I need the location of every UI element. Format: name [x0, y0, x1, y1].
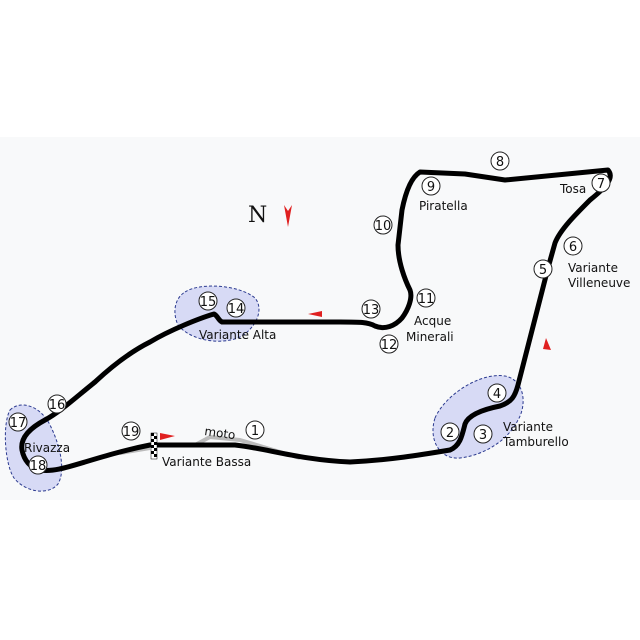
corner-9: 9 — [421, 176, 441, 196]
corner-14: 14 — [226, 298, 246, 318]
corner-5: 5 — [533, 259, 553, 279]
svg-text:15: 15 — [200, 295, 217, 310]
corner-6: 6 — [563, 236, 583, 256]
corner-4: 4 — [487, 383, 507, 403]
direction-arrow-villeneuve — [543, 338, 551, 350]
svg-text:18: 18 — [30, 459, 47, 474]
svg-text:17: 17 — [10, 416, 27, 431]
label-tosa: Tosa — [559, 182, 586, 196]
svg-text:13: 13 — [363, 303, 380, 318]
svg-text:7: 7 — [597, 177, 605, 192]
svg-text:14: 14 — [228, 302, 245, 317]
corner-7: 7 — [591, 173, 611, 193]
corner-11: 11 — [416, 288, 436, 308]
svg-text:19: 19 — [123, 425, 140, 440]
label-moto: moto — [204, 424, 237, 442]
direction-arrow-start — [160, 433, 175, 440]
corner-13: 13 — [361, 299, 381, 319]
svg-text:1: 1 — [251, 424, 259, 439]
corner-10: 10 — [373, 215, 393, 235]
corner-17: 17 — [8, 412, 28, 432]
svg-text:11: 11 — [418, 292, 435, 307]
label-variante-alta: Variante Alta — [199, 328, 276, 342]
corner-12: 12 — [379, 334, 399, 354]
svg-text:8: 8 — [496, 155, 504, 170]
svg-text:12: 12 — [381, 338, 398, 353]
svg-text:4: 4 — [493, 387, 501, 402]
corner-3: 3 — [473, 424, 493, 444]
label-piratella: Piratella — [419, 199, 468, 213]
svg-text:3: 3 — [479, 428, 487, 443]
corner-15: 15 — [198, 291, 218, 311]
circuit-track — [19, 167, 613, 473]
label-variante-tamburello-line1: Variante — [503, 420, 553, 434]
corner-16: 16 — [47, 394, 67, 414]
north-label: N — [248, 203, 267, 228]
north-arrow-icon — [284, 205, 292, 227]
label-variante-villeneuve-line2: Villeneuve — [568, 276, 630, 290]
svg-text:5: 5 — [539, 263, 547, 278]
corner-8: 8 — [490, 151, 510, 171]
svg-text:16: 16 — [49, 398, 66, 413]
label-rivazza: Rivazza — [24, 441, 70, 455]
label-variante-villeneuve-line1: Variante — [568, 261, 618, 275]
start-finish-line — [150, 432, 158, 460]
corner-1: 1 — [245, 420, 265, 440]
svg-text:10: 10 — [375, 219, 392, 234]
direction-arrow-alta — [308, 311, 322, 317]
label-acque-minerali-line1: Acque — [414, 314, 451, 328]
corner-2: 2 — [440, 422, 460, 442]
corner-19: 19 — [121, 421, 141, 441]
svg-text:9: 9 — [427, 180, 435, 195]
svg-text:6: 6 — [569, 240, 577, 255]
label-acque-minerali-line2: Minerali — [406, 330, 454, 344]
label-variante-tamburello-line2: Tamburello — [502, 435, 569, 449]
corner-18: 18 — [28, 455, 48, 475]
svg-text:2: 2 — [446, 426, 454, 441]
label-variante-bassa: Variante Bassa — [162, 455, 251, 469]
